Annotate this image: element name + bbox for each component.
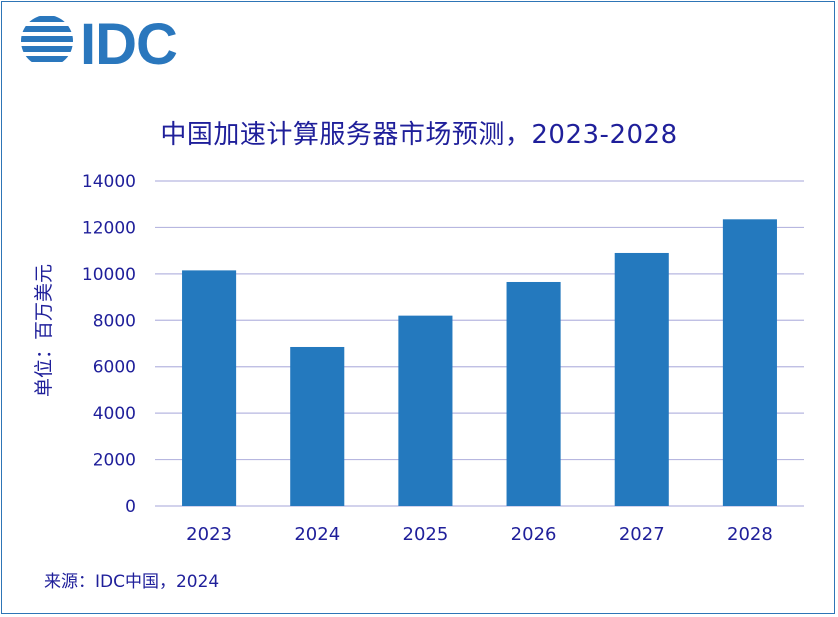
- globe-stripes-icon: [21, 16, 73, 62]
- idc-logo: IDC: [21, 14, 178, 72]
- x-tick-label: 2027: [619, 524, 665, 545]
- y-tick-label: 6000: [93, 358, 136, 378]
- bar-2026: [506, 281, 561, 506]
- y-tick-label: 8000: [93, 311, 136, 331]
- x-tick-label: 2023: [186, 524, 232, 545]
- source-note: 来源：IDC中国，2024: [44, 572, 220, 592]
- logo-text: IDC: [80, 14, 177, 72]
- x-tick-label: 2026: [511, 524, 557, 545]
- bar-2023: [182, 270, 237, 506]
- y-tick-label: 0: [125, 497, 136, 517]
- y-tick-label: 14000: [82, 172, 136, 192]
- bar-2024: [290, 346, 345, 506]
- y-tick-label: 2000: [93, 451, 136, 471]
- bar-2027: [614, 252, 669, 506]
- chart-title: 中国加速计算服务器市场预测，2023-2028: [160, 120, 678, 150]
- x-tick-label: 2024: [294, 524, 340, 545]
- bar-2025: [398, 315, 453, 506]
- bar-2028: [722, 219, 777, 506]
- y-tick-label: 10000: [82, 265, 136, 285]
- x-tick-label: 2025: [403, 524, 449, 545]
- y-tick-label: 12000: [82, 218, 136, 238]
- y-tick-label: 4000: [93, 404, 136, 424]
- x-tick-label: 2028: [727, 524, 773, 545]
